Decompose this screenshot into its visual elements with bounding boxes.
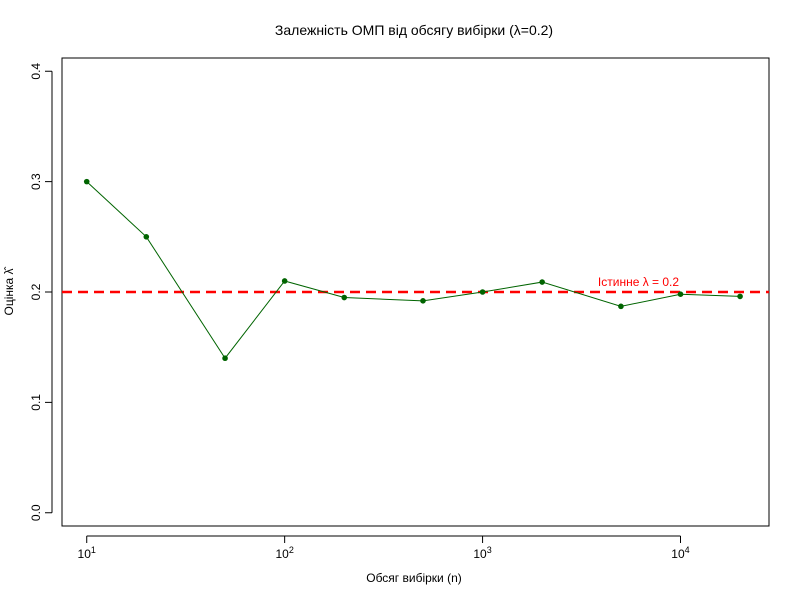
y-tick-label: 0.1	[29, 394, 43, 411]
data-point	[143, 234, 150, 240]
data-point	[281, 278, 288, 284]
y-axis-label: Оцінка λ̂	[2, 266, 16, 315]
series-group	[83, 178, 743, 362]
data-point	[479, 289, 486, 295]
data-point	[83, 178, 90, 185]
chart-title: Залежність ОМП від обсягу вибірки (λ=0.2…	[275, 22, 553, 38]
reference-line-group: Істинне λ = 0.2	[62, 275, 769, 294]
x-tick-label: 103	[473, 545, 491, 561]
y-tick-label: 0.0	[29, 504, 43, 521]
x-tick-label-exponent: 2	[289, 545, 294, 555]
x-tick-label-base: 10	[78, 547, 92, 561]
data-point	[341, 294, 348, 301]
data-point	[618, 303, 624, 310]
x-tick-label-base: 10	[671, 547, 685, 561]
y-tick-label: 0.4	[29, 63, 43, 80]
x-tick-label-base: 10	[275, 547, 289, 561]
data-point	[737, 293, 743, 300]
x-tick-label: 101	[78, 545, 96, 561]
data-point	[539, 279, 545, 285]
data-point	[420, 298, 426, 304]
series-line	[86, 181, 741, 360]
y-tick-label: 0.2	[29, 283, 43, 300]
reference-line-label: Істинне λ = 0.2	[598, 275, 679, 289]
x-axis: 101 102 103 104	[78, 535, 690, 561]
y-axis: 0.0 0.1 0.2 0.3 0.4	[29, 63, 53, 521]
data-point	[222, 355, 228, 362]
x-axis-label: Обсяг вибірки (n)	[366, 571, 462, 585]
x-tick-label: 102	[275, 545, 293, 561]
y-tick-label: 0.3	[29, 173, 43, 190]
x-tick-label: 104	[671, 545, 689, 561]
x-tick-label-exponent: 4	[685, 545, 690, 555]
data-point	[677, 291, 684, 298]
x-tick-label-exponent: 3	[487, 545, 492, 555]
x-tick-label-exponent: 1	[91, 545, 96, 555]
x-tick-label-base: 10	[473, 547, 487, 561]
